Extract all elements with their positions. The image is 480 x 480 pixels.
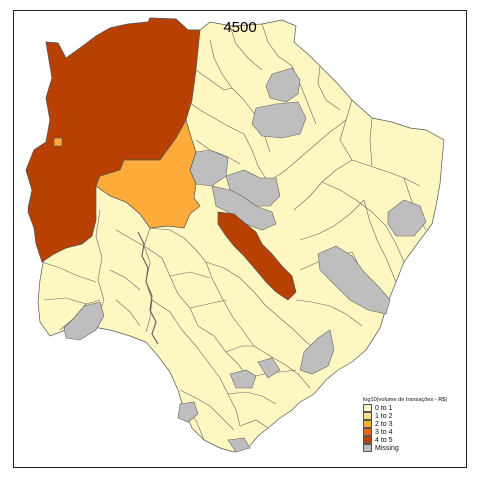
map-title: 4500: [223, 19, 257, 36]
missing-municipalities: [63, 67, 427, 453]
legend-item: 3 to 4: [363, 428, 447, 436]
legend-item: 0 to 1: [363, 404, 447, 412]
legend-label: 4 to 5: [375, 436, 393, 444]
river-border: [137, 231, 159, 345]
municipality-class-2-3-central: [95, 119, 201, 229]
legend-swatch: [363, 420, 372, 428]
legend-label: 0 to 1: [375, 404, 393, 412]
legend-swatch: [363, 428, 372, 436]
legend-swatch: [363, 436, 372, 444]
municipality-class-2-3-enclave: [53, 137, 63, 147]
legend-label: Missing: [375, 444, 399, 452]
legend-label: 3 to 4: [375, 428, 393, 436]
legend-swatch: [363, 412, 372, 420]
municipality-borders: [41, 23, 427, 441]
legend-item: 2 to 3: [363, 420, 447, 428]
legend-swatch: [363, 444, 372, 452]
legend-label: 1 to 2: [375, 412, 393, 420]
legend-title: log10(volume de transações - R$): [363, 397, 448, 403]
legend-label: 2 to 3: [375, 420, 393, 428]
legend-item: Missing: [363, 444, 447, 452]
municipality-class-4-5-strip: [217, 211, 297, 301]
legend-swatch: [363, 404, 372, 412]
legend-item: 4 to 5: [363, 436, 447, 444]
legend: log10(volume de transações - R$) 0 to 1 …: [363, 397, 447, 452]
legend-item: 1 to 2: [363, 412, 447, 420]
